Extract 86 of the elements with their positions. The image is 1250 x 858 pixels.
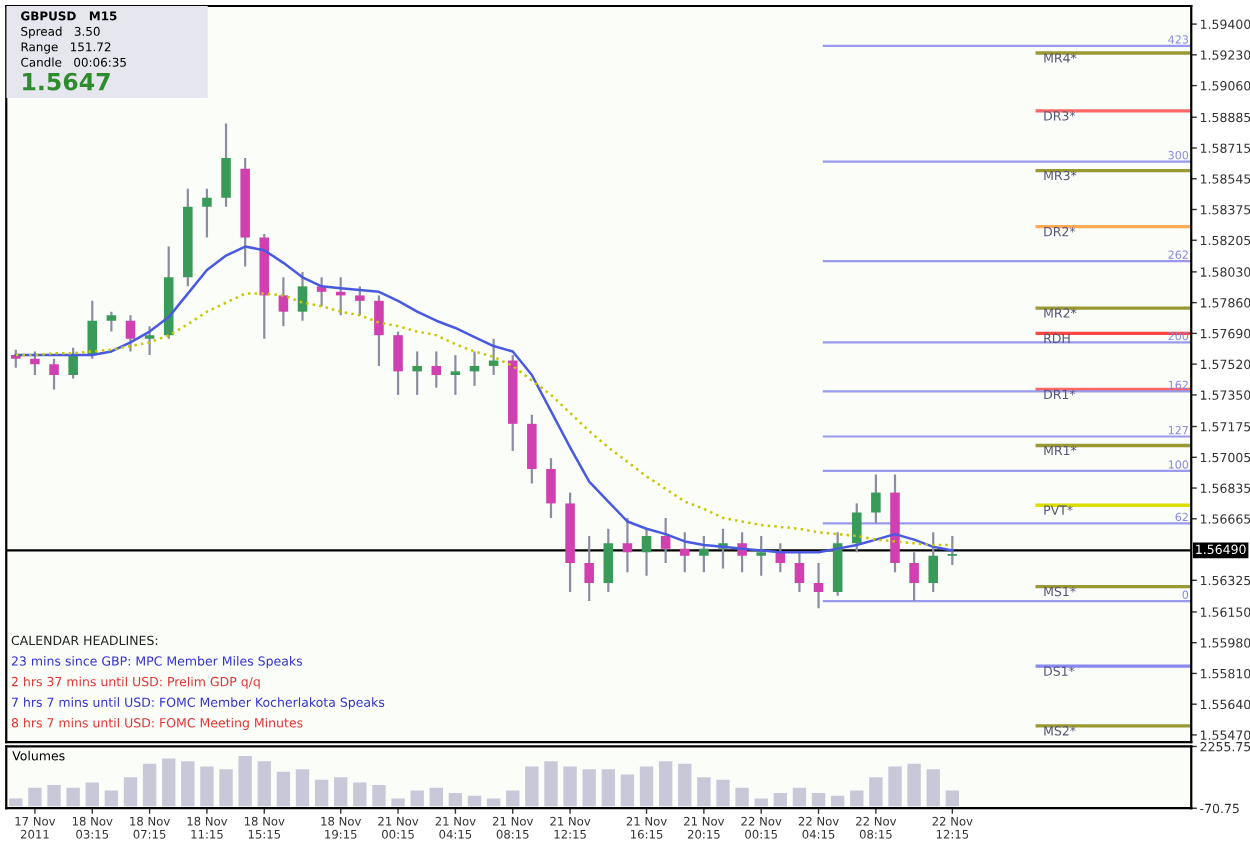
bar <box>85 782 99 807</box>
candlestick <box>412 350 422 396</box>
bar <box>276 771 291 807</box>
bar <box>219 769 233 807</box>
candlestick <box>393 330 403 396</box>
bar <box>639 766 654 807</box>
bar <box>907 763 921 807</box>
bar <box>200 766 214 807</box>
candlestick <box>546 457 556 519</box>
bar <box>123 777 138 807</box>
bar <box>735 787 749 807</box>
annotation: 1.5647 <box>23 72 110 91</box>
bar <box>506 790 520 807</box>
bar <box>467 795 482 807</box>
candlestick <box>527 413 537 485</box>
bar <box>582 769 596 807</box>
bar <box>486 798 501 807</box>
bar <box>773 793 788 807</box>
bar <box>181 761 195 807</box>
bar <box>314 779 329 807</box>
bar <box>697 777 711 807</box>
bar <box>372 785 386 807</box>
bar <box>869 777 883 807</box>
bar <box>28 787 42 807</box>
candlestick <box>11 348 21 369</box>
bar <box>162 758 176 807</box>
candlestick <box>852 502 862 554</box>
candlestick <box>947 534 958 567</box>
candlestick <box>106 310 117 333</box>
bar <box>525 766 539 807</box>
bar <box>429 787 443 807</box>
candlestick <box>297 270 308 322</box>
bar <box>601 769 615 807</box>
candlestick <box>679 531 690 574</box>
bar <box>754 798 768 807</box>
candlestick <box>622 516 633 574</box>
candlestick <box>125 314 136 353</box>
bar <box>66 787 80 807</box>
candlestick <box>699 534 709 574</box>
bar <box>716 779 730 807</box>
candlestick <box>928 531 938 594</box>
bar <box>658 761 673 807</box>
candlestick <box>450 353 461 396</box>
bar <box>391 798 405 807</box>
candlestick <box>584 534 594 603</box>
bar <box>142 763 157 807</box>
bar <box>104 790 119 807</box>
candlestick <box>794 551 805 594</box>
bar <box>563 766 577 807</box>
candlestick <box>813 561 824 610</box>
candlestick <box>431 350 442 389</box>
candlestick <box>660 516 671 565</box>
bar <box>238 755 252 807</box>
bar <box>410 790 424 807</box>
candlestick <box>355 285 365 317</box>
candlestick <box>278 276 289 328</box>
bar <box>945 790 960 807</box>
bar <box>353 782 367 807</box>
bar <box>257 761 271 807</box>
bar <box>792 787 807 807</box>
candlestick <box>221 122 231 208</box>
candlestick <box>374 294 384 368</box>
candlestick <box>30 350 40 377</box>
candlestick <box>909 551 919 603</box>
bar <box>830 795 845 807</box>
candlestick <box>68 346 78 380</box>
bar <box>850 790 864 807</box>
candlestick <box>641 527 652 577</box>
bar <box>295 769 310 807</box>
bar <box>334 777 348 807</box>
bar <box>888 766 902 807</box>
bar <box>811 793 826 807</box>
candlestick <box>87 299 98 360</box>
bar <box>47 785 61 807</box>
bar <box>544 761 558 807</box>
candlestick <box>871 473 881 525</box>
bar <box>926 769 940 807</box>
candlestick <box>756 534 766 577</box>
candlestick <box>144 325 155 357</box>
bar <box>9 798 23 807</box>
bar <box>620 774 635 807</box>
bar <box>678 763 692 807</box>
bar <box>448 793 463 807</box>
candlestick <box>202 187 212 239</box>
candlestick <box>603 527 614 594</box>
candlestick <box>49 357 59 391</box>
